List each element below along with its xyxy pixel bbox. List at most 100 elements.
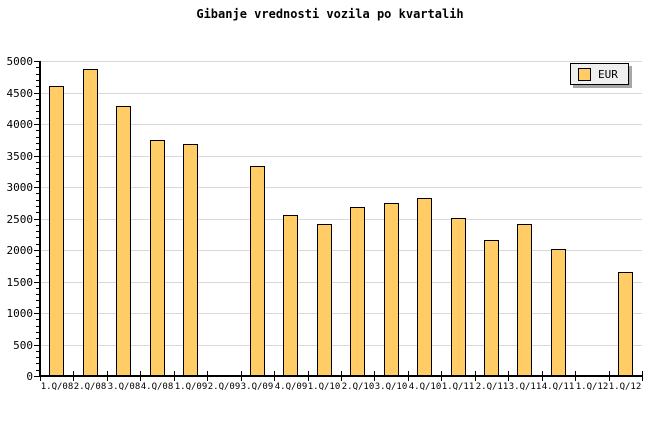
y-axis-major-tick: [34, 124, 39, 125]
y-axis-major-tick: [34, 187, 39, 188]
bar-2.Q/10: [350, 207, 365, 377]
y-axis-label-3500: 3500: [6, 150, 34, 163]
y-axis-minor-tick: [36, 86, 39, 87]
x-axis-label-3.Q/09: 3.Q/09: [240, 382, 274, 392]
y-axis-minor-tick: [36, 351, 39, 352]
bar-2.Q/11: [484, 240, 499, 377]
y-axis-label-1500: 1500: [6, 276, 34, 289]
x-axis-label-1.Q/12: 1.Q/12: [575, 382, 609, 392]
y-axis-minor-tick: [36, 370, 39, 371]
x-axis-label-4.Q/08: 4.Q/08: [140, 382, 174, 392]
x-axis-label-4.Q/09: 4.Q/09: [274, 382, 308, 392]
bar-3.Q/10: [384, 203, 399, 377]
y-axis-label-4000: 4000: [6, 118, 34, 131]
y-axis-minor-tick: [36, 162, 39, 163]
gridline-3000: [40, 187, 642, 188]
x-axis-label-2.Q/11: 2.Q/11: [475, 382, 509, 392]
y-axis-minor-tick: [36, 143, 39, 144]
x-axis-label-3.Q/11: 3.Q/11: [508, 382, 542, 392]
y-axis-major-tick: [34, 156, 39, 157]
y-axis-minor-tick: [36, 212, 39, 213]
bar-3.Q/09: [250, 166, 265, 377]
legend-swatch-eur-icon: [578, 67, 591, 81]
y-axis: [39, 61, 41, 377]
gridline-4000: [40, 124, 642, 125]
y-axis-minor-tick: [36, 225, 39, 226]
y-axis-major-tick: [34, 219, 39, 220]
gridline-2000: [40, 250, 642, 251]
y-axis-label-500: 500: [13, 339, 33, 352]
legend-label: EUR: [598, 67, 618, 81]
y-axis-minor-tick: [36, 332, 39, 333]
gridline-3500: [40, 156, 642, 157]
y-axis-minor-tick: [36, 206, 39, 207]
y-axis-minor-tick: [36, 307, 39, 308]
bar-4.Q/11: [551, 249, 566, 377]
x-axis-label-2.Q/10: 2.Q/10: [341, 382, 375, 392]
y-axis-minor-tick: [36, 149, 39, 150]
x-axis-label-1.Q/10: 1.Q/10: [307, 382, 341, 392]
y-axis-minor-tick: [36, 319, 39, 320]
gridline-4500: [40, 93, 642, 94]
y-axis-minor-tick: [36, 137, 39, 138]
y-axis-minor-tick: [36, 357, 39, 358]
bar-1.Q/10: [317, 224, 332, 377]
bar-4.Q/09: [283, 215, 298, 377]
x-axis: [39, 375, 643, 377]
chart-title: Gibanje vrednosti vozila po kvartalih: [196, 7, 464, 21]
y-axis-label-0: 0: [26, 370, 33, 383]
y-axis-minor-tick: [36, 237, 39, 238]
gridline-5000: [40, 61, 642, 62]
y-axis-minor-tick: [36, 256, 39, 257]
y-axis-minor-tick: [36, 105, 39, 106]
y-axis-label-5000: 5000: [6, 55, 34, 68]
gridline-1500: [40, 282, 642, 283]
bar-3.Q/08: [116, 106, 131, 377]
x-axis-label-2.Q/08: 2.Q/08: [73, 382, 107, 392]
bar-1.Q/08: [49, 86, 64, 377]
y-axis-major-tick: [34, 282, 39, 283]
y-axis-minor-tick: [36, 74, 39, 75]
y-axis-minor-tick: [36, 174, 39, 175]
y-axis-minor-tick: [36, 363, 39, 364]
y-axis-label-3000: 3000: [6, 181, 34, 194]
y-axis-minor-tick: [36, 67, 39, 68]
x-axis-label-1.Q/11: 1.Q/11: [441, 382, 475, 392]
y-axis-minor-tick: [36, 193, 39, 194]
bar-1.Q/12: [618, 272, 633, 377]
y-axis-minor-tick: [36, 118, 39, 119]
x-axis-label-1.Q/08: 1.Q/08: [40, 382, 74, 392]
x-axis-label-4.Q/11: 4.Q/11: [541, 382, 575, 392]
y-axis-minor-tick: [36, 80, 39, 81]
y-axis-minor-tick: [36, 244, 39, 245]
y-axis-label-1000: 1000: [6, 307, 34, 320]
y-axis-minor-tick: [36, 231, 39, 232]
y-axis-major-tick: [34, 345, 39, 346]
y-axis-minor-tick: [36, 294, 39, 295]
y-axis-major-tick: [34, 250, 39, 251]
gridline-500: [40, 345, 642, 346]
bar-4.Q/10: [417, 198, 432, 377]
y-axis-major-tick: [34, 61, 39, 62]
y-axis-minor-tick: [36, 181, 39, 182]
bar-2.Q/08: [83, 69, 98, 377]
y-axis-label-2500: 2500: [6, 213, 34, 226]
y-axis-minor-tick: [36, 130, 39, 131]
x-axis-label-3.Q/10: 3.Q/10: [374, 382, 408, 392]
y-axis-minor-tick: [36, 300, 39, 301]
bar-3.Q/11: [517, 224, 532, 377]
x-axis-label-1.Q/12: 1.Q/12: [608, 382, 642, 392]
gridline-1000: [40, 313, 642, 314]
y-axis-minor-tick: [36, 288, 39, 289]
y-axis-minor-tick: [36, 111, 39, 112]
x-axis-label-4.Q/10: 4.Q/10: [408, 382, 442, 392]
y-axis-minor-tick: [36, 168, 39, 169]
y-axis-major-tick: [34, 93, 39, 94]
x-axis-label-3.Q/08: 3.Q/08: [107, 382, 141, 392]
y-axis-label-2000: 2000: [6, 244, 34, 257]
y-axis-minor-tick: [36, 338, 39, 339]
x-axis-label-2.Q/09: 2.Q/09: [207, 382, 241, 392]
y-axis-minor-tick: [36, 275, 39, 276]
y-axis-minor-tick: [36, 269, 39, 270]
